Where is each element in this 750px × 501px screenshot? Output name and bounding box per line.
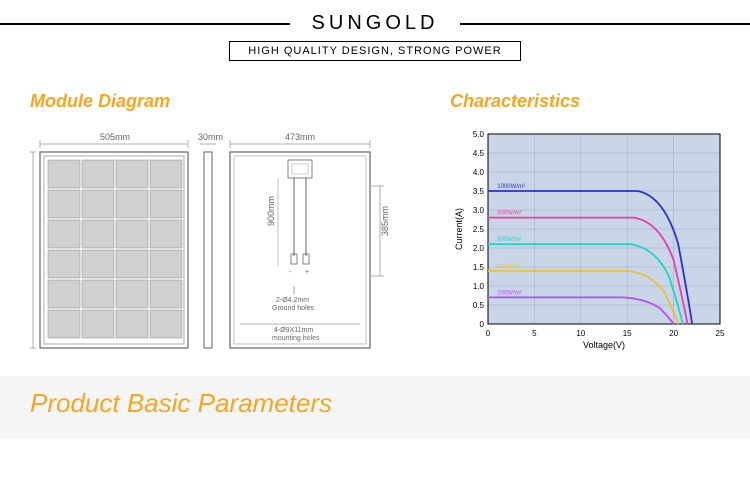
dim-back-bracket: 385mm <box>380 206 390 236</box>
side-profile-drawing: 30mm <box>198 132 223 348</box>
module-diagram: 505mm <box>30 126 410 356</box>
svg-text:3.5: 3.5 <box>473 187 485 196</box>
svg-text:15: 15 <box>623 329 632 338</box>
note-ground-1: 2-Ø4.2mm <box>276 297 309 304</box>
svg-text:10: 10 <box>576 329 585 338</box>
svg-text:2.0: 2.0 <box>473 244 485 253</box>
svg-text:20: 20 <box>669 329 678 338</box>
svg-text:1.0: 1.0 <box>473 282 485 291</box>
dim-thickness: 30mm <box>198 132 223 142</box>
content-columns: Module Diagram 505mm <box>0 91 750 356</box>
characteristics-section: Characteristics 0 0.5 1.0 1.5 2.0 2.5 3.0 3.5 4.… <box>450 91 740 356</box>
page-header: SUNGOLD HIGH QUALITY DESIGN, STRONG POWE… <box>0 0 750 61</box>
note-mount-1: 4-Ø9X11mm <box>274 327 313 334</box>
svg-text:800W/m²: 800W/m² <box>497 211 521 217</box>
dim-front-width: 505mm <box>100 132 130 142</box>
dim-height: 770mm <box>30 224 31 254</box>
brand-row: SUNGOLD <box>0 12 750 35</box>
divider-left <box>0 23 290 25</box>
svg-text:2.5: 2.5 <box>473 225 485 234</box>
dim-back-mid: 900mm <box>266 196 276 226</box>
svg-text:1000W/m²: 1000W/m² <box>497 184 525 190</box>
note-ground-2: Ground holes <box>272 305 315 312</box>
back-panel-drawing: 473mm - + 900mm <box>230 132 390 348</box>
svg-text:0: 0 <box>486 329 491 338</box>
front-panel-drawing: 505mm <box>30 132 188 348</box>
tagline-wrap: HIGH QUALITY DESIGN, STRONG POWER <box>0 41 750 61</box>
svg-text:200W/m²: 200W/m² <box>497 290 521 296</box>
brand-name: SUNGOLD <box>302 12 449 35</box>
footer-title: Product Basic Parameters <box>30 388 720 419</box>
svg-text:4.0: 4.0 <box>473 168 485 177</box>
svg-text:5.0: 5.0 <box>473 130 485 139</box>
svg-text:3.0: 3.0 <box>473 206 485 215</box>
svg-text:-: - <box>289 269 292 276</box>
svg-text:4.5: 4.5 <box>473 149 485 158</box>
svg-text:400W/m²: 400W/m² <box>497 264 521 270</box>
svg-text:600W/m²: 600W/m² <box>497 237 521 243</box>
divider-right <box>460 23 750 25</box>
tagline-box: HIGH QUALITY DESIGN, STRONG POWER <box>229 41 520 61</box>
svg-text:0: 0 <box>480 320 485 329</box>
iv-curve-chart: 0 0.5 1.0 1.5 2.0 2.5 3.0 3.5 4.0 4.5 5.0 0 5 10 15 20 2… <box>450 126 740 356</box>
svg-text:Voltage(V): Voltage(V) <box>583 340 625 350</box>
svg-text:5: 5 <box>532 329 537 338</box>
svg-text:25: 25 <box>716 329 725 338</box>
dim-back-width: 473mm <box>285 132 315 142</box>
footer-band: Product Basic Parameters <box>0 376 750 439</box>
svg-text:1.5: 1.5 <box>473 263 485 272</box>
characteristics-title: Characteristics <box>450 91 740 112</box>
svg-text:+: + <box>305 269 309 276</box>
note-mount-2: mounting holes <box>272 335 320 342</box>
svg-text:0.5: 0.5 <box>473 301 485 310</box>
module-diagram-title: Module Diagram <box>30 91 410 112</box>
tagline: HIGH QUALITY DESIGN, STRONG POWER <box>248 45 501 57</box>
module-diagram-section: Module Diagram 505mm <box>30 91 410 356</box>
svg-text:Current(A): Current(A) <box>454 208 464 250</box>
